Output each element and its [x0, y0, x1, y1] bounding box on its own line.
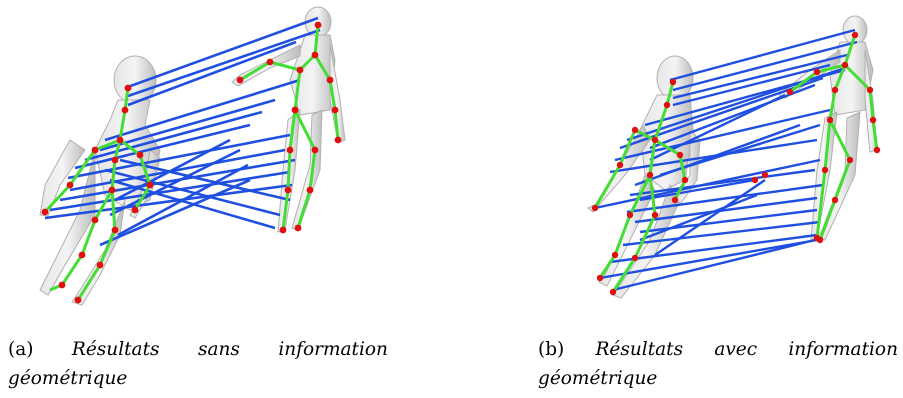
caption-b: (b) Résultats avec information géométriq… — [538, 335, 898, 393]
caption-b-word2: avec — [714, 339, 758, 360]
skeleton-b — [593, 34, 879, 293]
caption-a: (a) Résultats sans information géométriq… — [8, 335, 388, 393]
caption-a-line2: géométrique — [8, 368, 128, 389]
caption-b-word1: Résultats — [595, 339, 684, 360]
figure-a-canvas — [39, 6, 346, 306]
figure-b-image — [555, 0, 903, 315]
figure-b-canvas — [587, 15, 881, 299]
figure-a-image — [0, 0, 440, 315]
correspondence-lines-a — [44, 16, 321, 247]
caption-a-label: (a) — [8, 339, 34, 360]
caption-b-word3: information — [788, 339, 898, 360]
correspondence-lines-b — [594, 28, 858, 292]
caption-b-line2: géométrique — [538, 368, 658, 389]
caption-b-label: (b) — [538, 339, 565, 360]
caption-a-word3: information — [278, 339, 388, 360]
joints-a — [41, 21, 342, 304]
caption-a-word1: Résultats — [71, 339, 160, 360]
caption-a-word2: sans — [197, 339, 240, 360]
joints-b — [591, 31, 881, 296]
